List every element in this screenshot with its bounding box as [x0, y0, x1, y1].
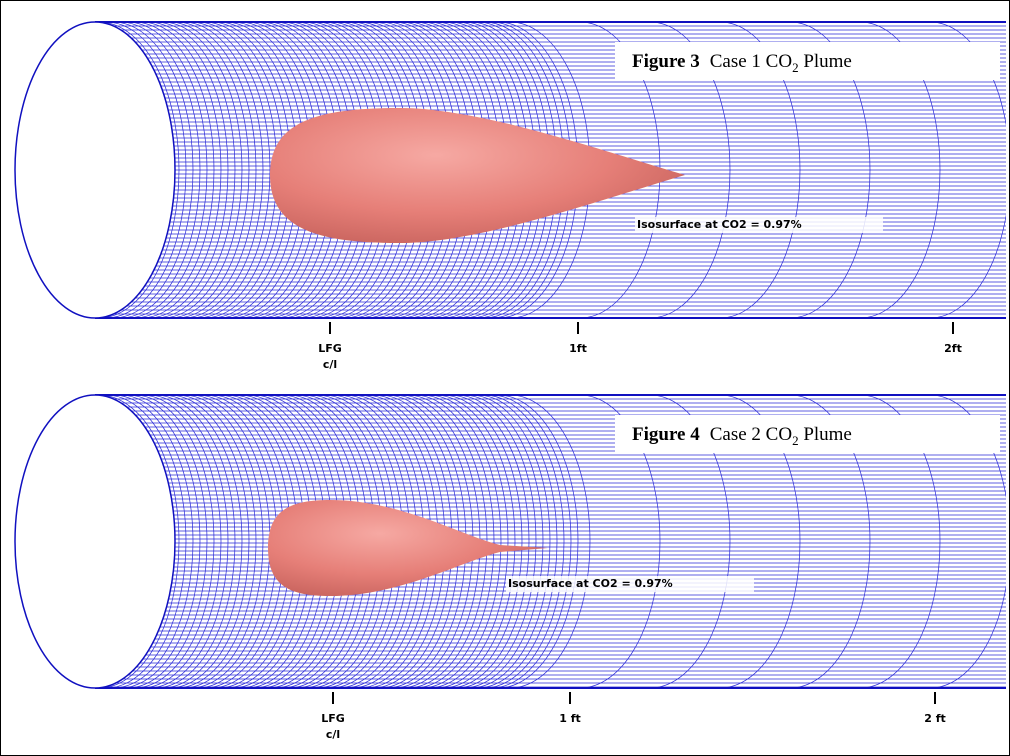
annotation: Isosurface at CO2 = 0.97%: [637, 218, 802, 231]
tick-label: 1 ft: [559, 712, 581, 725]
tick-label: 2ft: [944, 342, 962, 355]
tick-label: c/l: [323, 358, 337, 371]
caption-text: Plume: [799, 51, 852, 72]
caption-text: Plume: [799, 424, 852, 445]
tick-label: c/l: [326, 728, 340, 741]
figure-label: Figure 3: [632, 51, 700, 72]
caption-text: Case 1 CO: [710, 51, 792, 72]
figure-label: Figure 4: [632, 424, 700, 445]
tube-end: [15, 22, 175, 318]
tick-label: LFG: [318, 342, 342, 355]
tick-label: 1ft: [569, 342, 587, 355]
caption-text: Case 2 CO: [710, 424, 792, 445]
tick-label: LFG: [321, 712, 345, 725]
tube-end: [15, 395, 175, 688]
figure-page: Figure 3Case 1 CO2 PlumeIsosurface at CO…: [0, 0, 1010, 756]
tick-label: 2 ft: [924, 712, 946, 725]
annotation: Isosurface at CO2 = 0.97%: [508, 577, 673, 590]
plume: [270, 108, 685, 243]
